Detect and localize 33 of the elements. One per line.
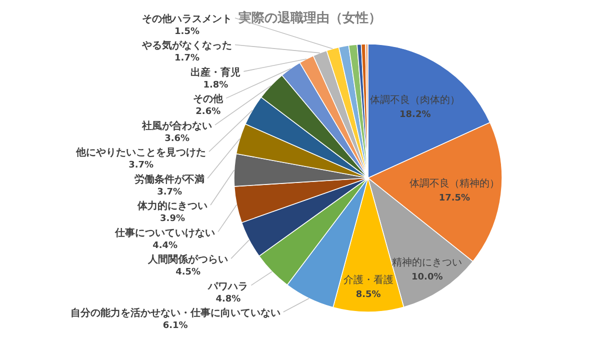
data-label: 2.6% — [196, 107, 221, 118]
slice-label: 仕事についていけない — [114, 226, 216, 239]
slice-label: 労働条件が不満 — [134, 173, 205, 186]
data-label: 8.5% — [356, 290, 381, 300]
data-label: 18.2% — [400, 110, 431, 120]
data-label: 6.1% — [162, 321, 188, 331]
data-label: 1.8% — [203, 80, 228, 90]
slice-label: 他にやりたいことを見つけた — [75, 146, 206, 159]
data-label: 3.7% — [128, 160, 154, 171]
data-label: 3.7% — [157, 187, 182, 198]
slice-label: 社風が合わない — [141, 120, 212, 132]
slice-label: その他ハラスメント — [142, 13, 232, 25]
data-label: 17.5% — [438, 194, 470, 204]
data-label: 4.4% — [152, 240, 178, 251]
slice-label: 体調不良（精神的） — [409, 178, 500, 190]
data-label: 3.9% — [160, 214, 185, 224]
slice-label: 介護・看護 — [343, 274, 394, 286]
data-label: 1.5% — [174, 27, 200, 37]
data-label: 10.0% — [412, 272, 443, 282]
slice-label: 自分の能力を活かせない・仕事に向いていない — [70, 307, 280, 319]
slice-label: 体調不良（肉体的） — [370, 94, 460, 106]
data-label: 4.5% — [176, 268, 201, 278]
slice-label: 人間関係がつらい — [147, 254, 228, 266]
data-label: 3.6% — [164, 134, 190, 144]
slice-label: 体力的にきつい — [136, 200, 208, 212]
slice-label: その他 — [193, 93, 224, 106]
data-label: 4.8% — [216, 294, 241, 304]
data-label: 1.7% — [174, 54, 200, 64]
slice-label: 出産・育児 — [190, 66, 241, 78]
chart-title: 実際の退職理由（女性） — [238, 10, 382, 26]
slice-label: やる気がなくなった — [141, 40, 232, 52]
slice-label: 精神的にきつい — [392, 256, 462, 268]
slice-label: パワハラ — [207, 281, 248, 292]
